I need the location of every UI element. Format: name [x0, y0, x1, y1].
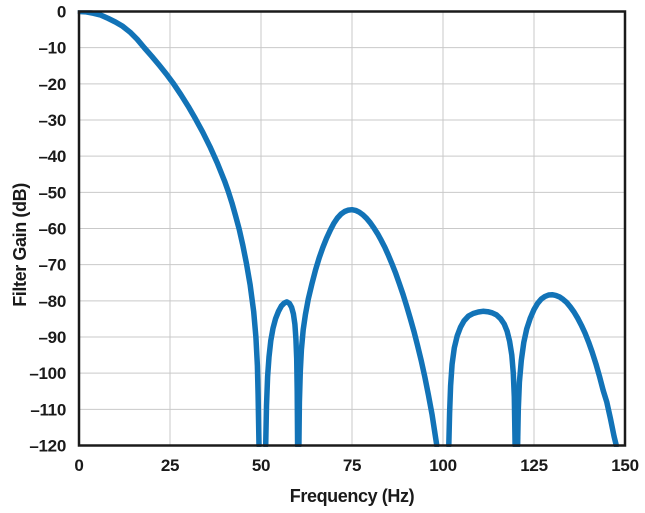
filter-gain-curve	[262, 299, 301, 447]
y-tick-label: –120	[29, 437, 66, 456]
x-tick-label: 50	[252, 456, 270, 475]
x-tick-label: 75	[343, 456, 361, 475]
y-tick-label: –30	[39, 111, 66, 130]
gridlines	[79, 11, 625, 446]
y-tick-label: –70	[39, 256, 66, 275]
y-tick-label: –50	[39, 183, 66, 202]
x-tick-label: 0	[74, 456, 83, 475]
y-tick-label: –60	[39, 220, 66, 239]
y-tick-label: –40	[39, 147, 66, 166]
y-tick-label: 0	[57, 3, 66, 22]
y-tick-label: –100	[29, 364, 66, 383]
x-tick-label: 100	[429, 456, 456, 475]
filter-gain-curve	[77, 10, 262, 447]
y-axis-title: Filter Gain (dB)	[10, 183, 30, 307]
x-axis-title: Frequency (Hz)	[290, 486, 415, 506]
y-tick-label: –80	[39, 292, 66, 311]
filter-gain-curve	[514, 291, 620, 447]
x-tick-label: 150	[611, 456, 638, 475]
x-tick-label: 125	[520, 456, 547, 475]
filter-gain-curve	[296, 206, 440, 447]
x-tick-label: 25	[161, 456, 179, 475]
filter-gain-curve	[446, 308, 518, 447]
plot-frame	[77, 10, 627, 447]
y-tick-label: –20	[39, 75, 66, 94]
y-tick-label: –90	[39, 328, 66, 347]
y-tick-label: –110	[30, 400, 66, 419]
y-tick-label: –10	[39, 39, 66, 58]
